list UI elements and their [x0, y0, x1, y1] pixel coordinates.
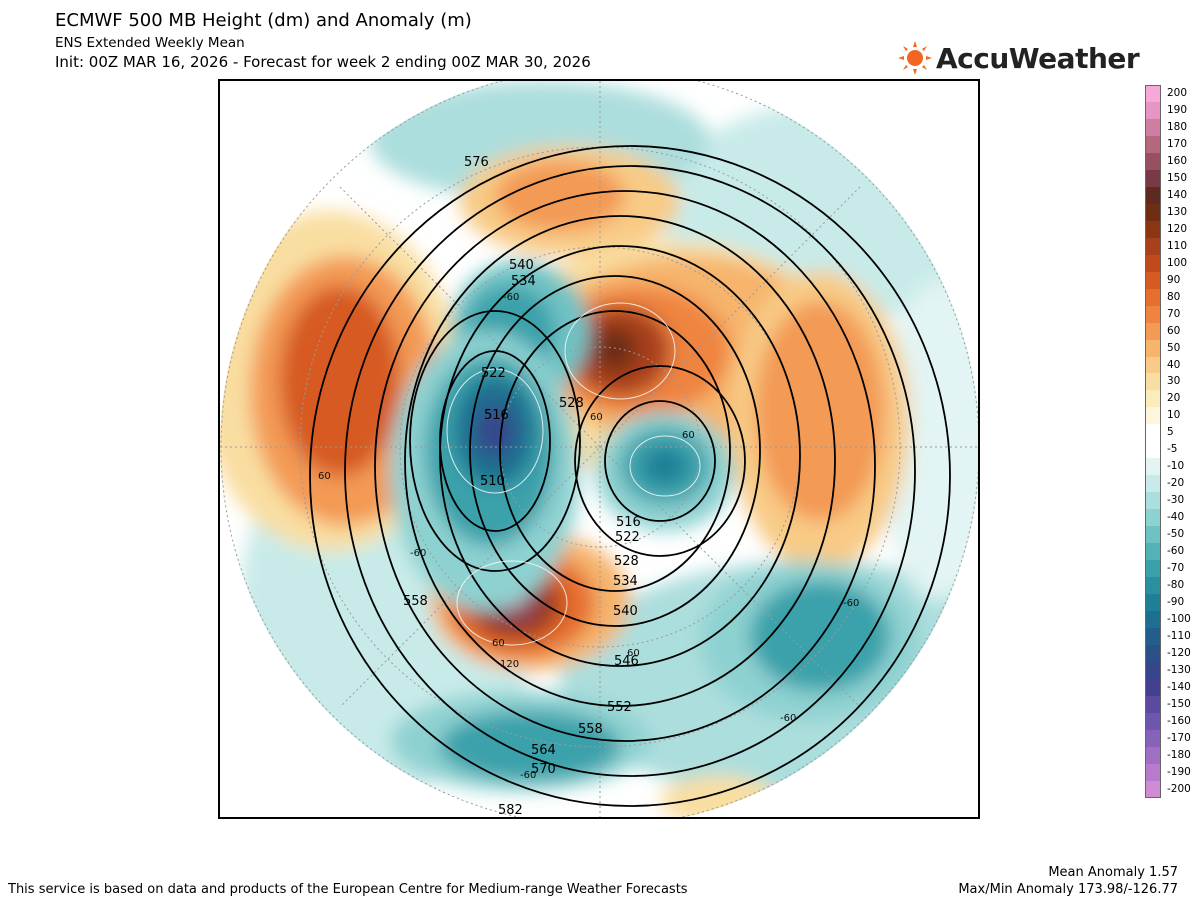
legend-label: -30 — [1167, 494, 1185, 507]
height-contour-label: 570 — [531, 762, 556, 777]
legend-label: 70 — [1167, 307, 1181, 320]
legend-label: -170 — [1167, 731, 1191, 744]
height-contour-label: 516 — [484, 408, 509, 423]
anomaly-contour-label: 60 — [627, 648, 640, 659]
anomaly-contour-label: -60 — [780, 713, 796, 724]
legend-label: 150 — [1167, 171, 1188, 184]
legend-label: -50 — [1167, 528, 1185, 541]
legend-label: -130 — [1167, 663, 1191, 676]
brand-logo: AccuWeather — [898, 40, 1140, 76]
init-forecast-line: Init: 00Z MAR 16, 2026 - Forecast for we… — [55, 53, 591, 71]
height-contour-label: 552 — [607, 700, 632, 715]
legend-label: 140 — [1167, 188, 1188, 201]
legend-label: -40 — [1167, 511, 1185, 524]
anomaly-contour-label: -60 — [843, 598, 859, 609]
anomaly-contour-label: 60 — [590, 412, 603, 423]
brand-name: AccuWeather — [936, 41, 1140, 75]
legend-label: -70 — [1167, 562, 1185, 575]
legend-label: 110 — [1167, 239, 1188, 252]
height-contour-label: 528 — [559, 396, 584, 411]
legend-label: -110 — [1167, 630, 1191, 643]
chart-subtitle: ENS Extended Weekly Mean — [55, 35, 245, 51]
legend-label: 120 — [1167, 222, 1188, 235]
height-contour-label: 534 — [613, 574, 638, 589]
polar-map: 5765405345285225165105165225285345405465… — [220, 81, 978, 818]
anomaly-contour-label: -60 — [520, 770, 536, 781]
legend-label: 180 — [1167, 120, 1188, 133]
height-contour-label: 576 — [464, 155, 489, 170]
height-contours — [309, 145, 951, 807]
height-contour-label: 558 — [403, 594, 428, 609]
height-contour-label: 582 — [498, 803, 523, 818]
legend-label: 100 — [1167, 256, 1188, 269]
maxmin-anomaly-stat: Max/Min Anomaly 173.98/-126.77 — [958, 882, 1178, 897]
anomaly-contour-label: 60 — [492, 638, 505, 649]
height-contour-label: 534 — [511, 274, 536, 289]
anomaly-contour-label: 120 — [500, 659, 519, 670]
legend-label: 190 — [1167, 103, 1188, 116]
legend-label: 20 — [1167, 392, 1181, 405]
sun-logo-icon — [898, 41, 932, 75]
legend-label: 170 — [1167, 137, 1188, 150]
legend-label: -5 — [1167, 443, 1178, 456]
legend-label: -200 — [1167, 782, 1191, 795]
height-contour-label: 522 — [615, 530, 640, 545]
anomaly-shading — [220, 81, 978, 817]
height-contour-label: 522 — [481, 366, 506, 381]
legend-label: -60 — [1167, 545, 1185, 558]
legend-label: -10 — [1167, 460, 1185, 473]
legend-label: 50 — [1167, 341, 1181, 354]
legend-label: 90 — [1167, 273, 1181, 286]
anomaly-contour-label: 60 — [318, 471, 331, 482]
legend-label: -160 — [1167, 714, 1191, 727]
legend-label: -190 — [1167, 765, 1191, 778]
legend-label: 130 — [1167, 205, 1188, 218]
height-contour-label: 516 — [616, 515, 641, 530]
legend-bar-frame — [1145, 85, 1161, 798]
legend-label: 30 — [1167, 375, 1181, 388]
legend-label: 10 — [1167, 409, 1181, 422]
legend-label: 200 — [1167, 87, 1188, 99]
height-contour-label: 558 — [578, 722, 603, 737]
height-contour-label: 540 — [509, 258, 534, 273]
mean-anomaly-stat: Mean Anomaly 1.57 — [1048, 865, 1178, 880]
legend-label: 5 — [1167, 426, 1174, 439]
anomaly-contours — [446, 302, 701, 646]
height-contour-label: 510 — [480, 474, 505, 489]
legend-label: 80 — [1167, 290, 1181, 303]
legend-label: -90 — [1167, 596, 1185, 609]
legend-label: 60 — [1167, 324, 1181, 337]
anomaly-contour-label: 60 — [682, 430, 695, 441]
legend-label: 40 — [1167, 358, 1181, 371]
legend-label: -80 — [1167, 579, 1185, 592]
legend-label: -100 — [1167, 613, 1191, 626]
anomaly-contour-label: -60 — [410, 548, 426, 559]
footer-credit: This service is based on data and produc… — [8, 882, 688, 897]
legend-label: -180 — [1167, 748, 1191, 761]
chart-title: ECMWF 500 MB Height (dm) and Anomaly (m) — [55, 10, 472, 31]
legend-label: -150 — [1167, 697, 1191, 710]
legend-label: -20 — [1167, 477, 1185, 490]
legend-label: -140 — [1167, 680, 1191, 693]
height-contour-label: 564 — [531, 743, 556, 758]
height-contour-label: 528 — [614, 554, 639, 569]
height-contour-label: 540 — [613, 604, 638, 619]
legend-label: 160 — [1167, 154, 1188, 167]
anomaly-contour-label: -60 — [503, 292, 519, 303]
legend-label: -120 — [1167, 647, 1191, 659]
map-panel: 576 540 534 528 522 516 510 516 522 528 534 540 546 5… — [218, 79, 980, 819]
height-contour-label: 546 — [614, 654, 639, 669]
